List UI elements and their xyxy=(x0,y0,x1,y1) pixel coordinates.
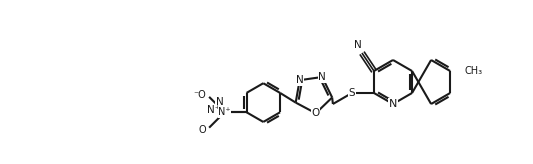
Text: N: N xyxy=(354,40,362,50)
Text: N: N xyxy=(296,75,303,85)
Text: N: N xyxy=(318,72,326,82)
Text: CH₃: CH₃ xyxy=(464,66,482,76)
Text: N⁺: N⁺ xyxy=(218,107,231,117)
Text: N⁺: N⁺ xyxy=(207,105,220,115)
Text: O: O xyxy=(312,108,320,118)
Text: N: N xyxy=(216,97,224,107)
Text: S: S xyxy=(349,88,356,98)
Text: ⁻O: ⁻O xyxy=(193,90,206,100)
Text: O: O xyxy=(198,125,206,135)
Text: N: N xyxy=(389,99,397,109)
